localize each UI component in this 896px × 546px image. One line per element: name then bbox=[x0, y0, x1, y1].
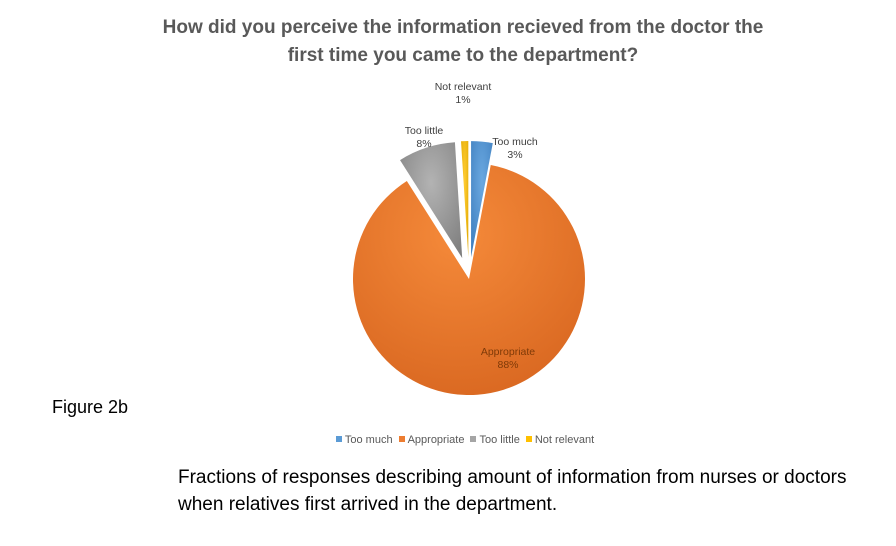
data-label-value: 8% bbox=[416, 138, 431, 150]
legend-swatch bbox=[398, 436, 405, 442]
legend-item: Not relevant bbox=[525, 434, 595, 446]
data-label-name: Not relevant bbox=[435, 81, 492, 93]
legend-item: Too little bbox=[470, 434, 520, 446]
data-label-value: 88% bbox=[497, 359, 518, 371]
legend-label: Too much bbox=[344, 434, 393, 446]
legend-swatch bbox=[335, 436, 342, 442]
legend-label: Too little bbox=[479, 434, 520, 446]
figure-label: Figure 2b bbox=[52, 397, 129, 417]
data-label-value: 1% bbox=[455, 94, 470, 106]
data-label-value: 3% bbox=[507, 149, 522, 161]
pie-slice-not-relevant bbox=[461, 141, 469, 258]
legend-swatch bbox=[525, 436, 532, 442]
pie-slice-too-little bbox=[400, 142, 463, 259]
legend-label: Not relevant bbox=[534, 434, 595, 446]
data-label-name: Appropriate bbox=[481, 346, 535, 358]
chart-legend: Too much Appropriate Too little Not relevan… bbox=[0, 434, 896, 446]
data-label-name: Too much bbox=[492, 136, 538, 148]
legend-label: Appropriate bbox=[407, 434, 465, 446]
pie-slice-appropriate bbox=[353, 165, 585, 396]
legend-swatch bbox=[470, 436, 477, 442]
legend-item: Too much bbox=[335, 434, 393, 446]
legend-item: Appropriate bbox=[398, 434, 465, 446]
pie-slice-too-much bbox=[471, 141, 493, 258]
data-label-name: Too little bbox=[405, 125, 444, 137]
chart-title: How did you perceive the information rec… bbox=[162, 17, 764, 66]
figure-caption: Fractions of responses describing amount… bbox=[178, 467, 847, 515]
